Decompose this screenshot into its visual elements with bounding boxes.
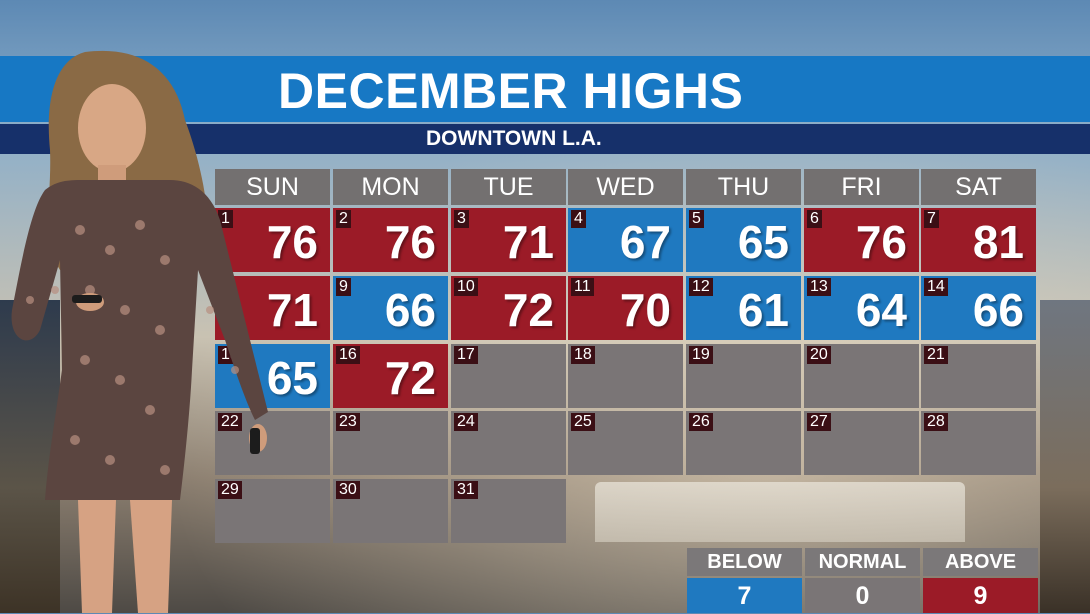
city-skyline-right (1040, 300, 1090, 613)
day-number: 17 (454, 346, 478, 364)
day-number: 22 (218, 413, 242, 431)
day-number: 1 (218, 210, 233, 228)
below-label: BELOW (687, 548, 802, 576)
calendar-day-cell: 1 76 (215, 208, 330, 272)
calendar-day-cell: 5 65 (686, 208, 801, 272)
calendar-day-cell: 19 (686, 344, 801, 408)
day-number: 24 (454, 413, 478, 431)
calendar-day-cell: 16 72 (333, 344, 448, 408)
calendar-day-cell: 27 (804, 411, 919, 475)
day-number: 7 (924, 210, 939, 228)
day-number: 31 (454, 481, 478, 499)
calendar-day-cell: 21 (921, 344, 1036, 408)
normal-label: NORMAL (805, 548, 920, 576)
day-number: 23 (336, 413, 360, 431)
day-header-sat: SAT (921, 169, 1036, 205)
calendar-day-cell: 17 (451, 344, 566, 408)
high-temperature: 72 (502, 284, 554, 336)
high-temperature: 61 (737, 284, 789, 336)
day-header-sun: SUN (215, 169, 330, 205)
day-number: 25 (571, 413, 595, 431)
calendar-day-cell: 25 (568, 411, 683, 475)
presenter-figure (11, 50, 268, 613)
high-temperature: 76 (266, 216, 318, 268)
calendar-day-cell: 20 (804, 344, 919, 408)
calendar-day-cell: 3 71 (451, 208, 566, 272)
day-number: 26 (689, 413, 713, 431)
day-number: 21 (924, 346, 948, 364)
day-number: 13 (807, 278, 831, 296)
high-temperature: 71 (266, 284, 318, 336)
calendar-day-cell: 14 66 (921, 276, 1036, 340)
calendar-day-cell: 7 81 (921, 208, 1036, 272)
calendar-day-cell: 23 (333, 411, 448, 475)
day-number: 27 (807, 413, 831, 431)
day-number: 10 (454, 278, 478, 296)
day-header-tue: TUE (451, 169, 566, 205)
high-temperature: 76 (855, 216, 907, 268)
high-temperature: 71 (502, 216, 554, 268)
calendar-day-cell: 12 61 (686, 276, 801, 340)
day-number: 14 (924, 278, 948, 296)
day-number: 9 (336, 278, 351, 296)
day-number: 11 (571, 278, 594, 296)
day-number: 30 (336, 481, 360, 499)
high-temperature: 66 (384, 284, 436, 336)
calendar-day-cell: 2 76 (333, 208, 448, 272)
day-number: 16 (336, 346, 360, 364)
day-number: 29 (218, 481, 242, 499)
day-number: 6 (807, 210, 822, 228)
day-header-thu: THU (686, 169, 801, 205)
day-number: 19 (689, 346, 713, 364)
day-number: 28 (924, 413, 948, 431)
summary-legend: BELOW NORMAL ABOVE 7 0 9 (687, 548, 1038, 613)
calendar-day-cell: 26 (686, 411, 801, 475)
day-number: 20 (807, 346, 831, 364)
day-number: 5 (689, 210, 704, 228)
normal-count: 0 (805, 578, 920, 613)
calendar-day-cell: 4 67 (568, 208, 683, 272)
calendar-day-cell: 31 (451, 479, 566, 543)
day-number: 18 (571, 346, 595, 364)
calendar-day-cell: 10 72 (451, 276, 566, 340)
calendar-day-cell: 22 (215, 411, 330, 475)
above-label: ABOVE (923, 548, 1038, 576)
observatory-scenery (595, 482, 965, 542)
high-temperature: 72 (384, 352, 436, 404)
calendar-day-cell: 11 70 (568, 276, 683, 340)
day-number: 3 (454, 210, 469, 228)
calendar-day-cell: 30 (333, 479, 448, 543)
above-count: 9 (923, 578, 1038, 613)
day-number: 12 (689, 278, 713, 296)
calendar-day-cell: 29 (215, 479, 330, 543)
day-header-wed: WED (568, 169, 683, 205)
day-header-mon: MON (333, 169, 448, 205)
calendar-day-cell: 9 66 (333, 276, 448, 340)
day-number: 4 (571, 210, 586, 228)
calendar-day-cell: 13 64 (804, 276, 919, 340)
high-temperature: 67 (619, 216, 671, 268)
high-temperature: 66 (972, 284, 1024, 336)
day-number: 2 (336, 210, 351, 228)
high-temperature: 64 (855, 284, 907, 336)
high-temperature: 76 (384, 216, 436, 268)
calendar-day-cell: 18 (568, 344, 683, 408)
high-temperature: 65 (737, 216, 789, 268)
high-temperature: 65 (266, 352, 318, 404)
calendar-day-cell: 24 (451, 411, 566, 475)
location-subtitle: DOWNTOWN L.A. (426, 127, 602, 150)
high-temperature: 81 (972, 216, 1024, 268)
calendar-day-cell: 28 (921, 411, 1036, 475)
below-count: 7 (687, 578, 802, 613)
high-temperature: 70 (619, 284, 671, 336)
day-header-fri: FRI (804, 169, 919, 205)
temperature-calendar: SUN MON TUE WED THU FRI SAT 1 76 2 76 3 71 4 67… (215, 169, 1038, 545)
page-title: DECEMBER HIGHS (278, 63, 744, 119)
calendar-day-cell: 6 76 (804, 208, 919, 272)
